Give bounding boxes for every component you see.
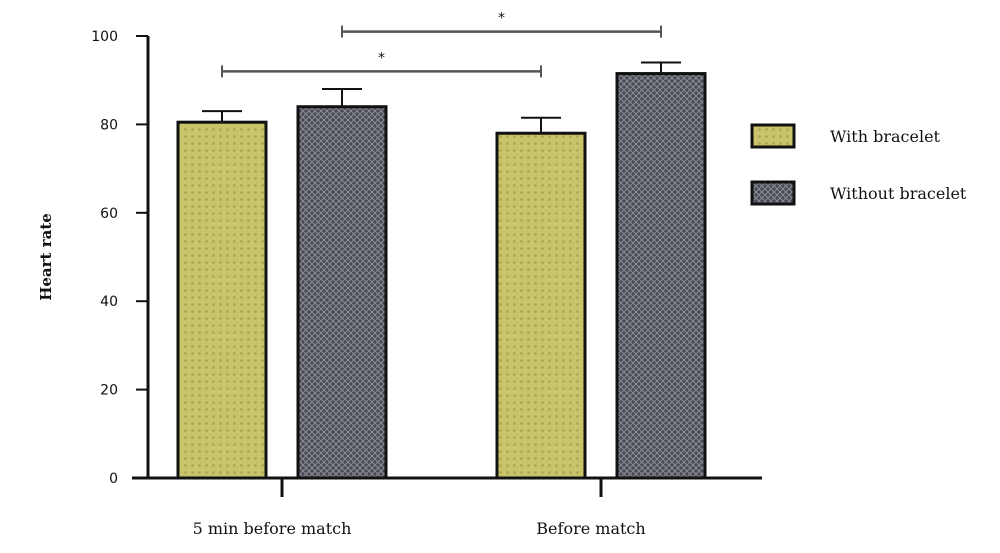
y-ticks: 0 20 40 60 80 100 — [91, 29, 148, 487]
y-axis-label: Heart rate — [37, 213, 55, 301]
legend-swatch — [750, 180, 796, 206]
legend-swatch — [750, 123, 796, 149]
bar-without-bracelet — [296, 105, 388, 480]
error-bars — [202, 61, 681, 134]
bar-with-bracelet — [176, 120, 268, 480]
legend-label: Without bracelet — [830, 184, 967, 203]
y-tick-label: 80 — [100, 117, 118, 133]
x-tick-label: Before match — [536, 519, 645, 538]
significance-label: * — [378, 50, 385, 66]
bars — [176, 72, 707, 480]
y-tick-label: 40 — [100, 294, 118, 310]
y-tick-label: 20 — [100, 383, 118, 399]
x-tick-label: 5 min before match — [193, 519, 352, 538]
y-tick-label: 100 — [91, 29, 118, 45]
legend: With bracelet Without bracelet — [750, 123, 967, 206]
significance-label: * — [498, 11, 505, 27]
bar-without-bracelet — [615, 72, 707, 480]
bar-with-bracelet — [495, 131, 587, 480]
y-tick-label: 60 — [100, 206, 118, 222]
legend-label: With bracelet — [830, 127, 941, 146]
significance-brackets: ** — [221, 11, 662, 78]
x-ticks: 5 min before match Before match — [193, 478, 646, 538]
y-tick-label: 0 — [109, 471, 118, 487]
